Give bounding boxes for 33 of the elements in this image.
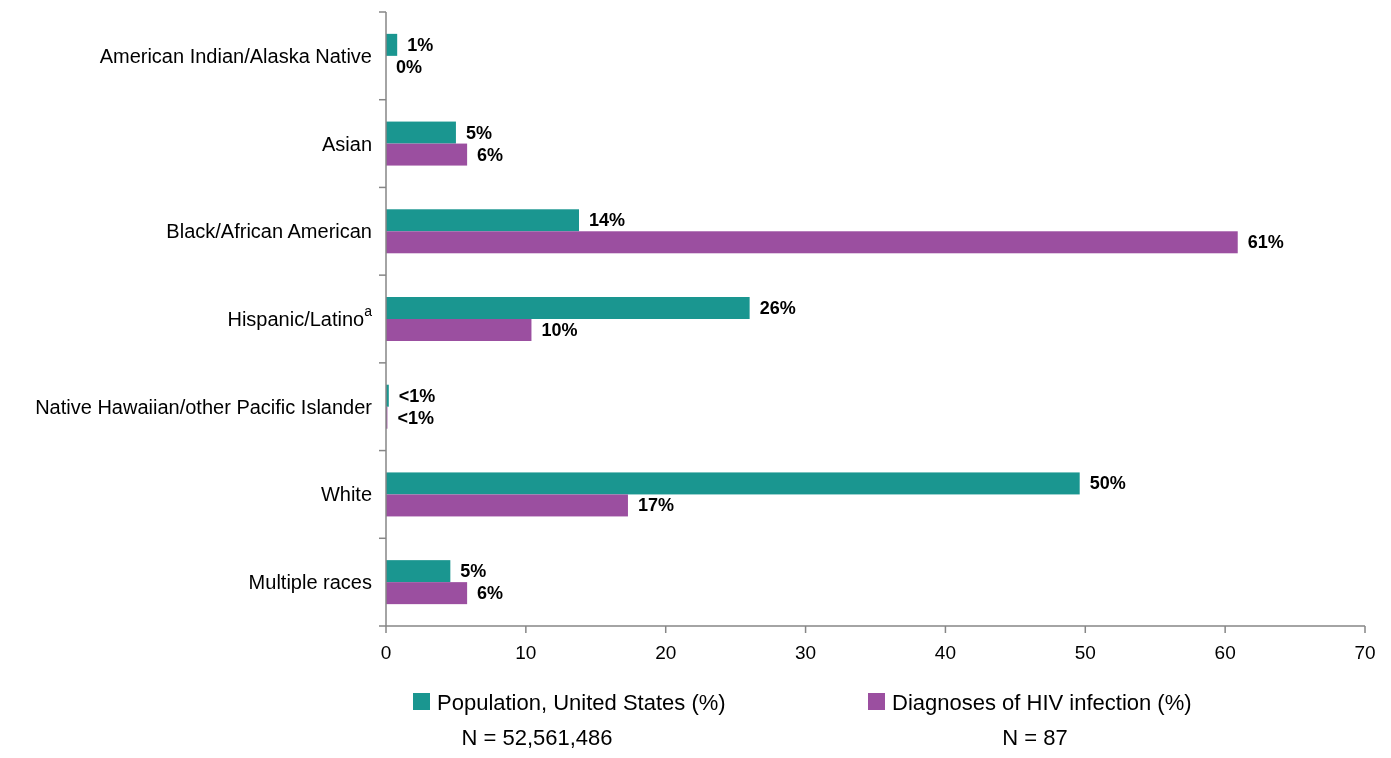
data-label: 1% (407, 34, 434, 55)
text: N = 87 (1002, 725, 1068, 750)
x-tick-label: 10 (515, 642, 537, 663)
y-tick-label: Black/African American (166, 220, 372, 243)
data-label: 6% (477, 583, 504, 604)
legend-label: Population, United States (%) (437, 689, 726, 715)
data-label: <1% (398, 385, 436, 406)
x-tick-label: 0 (380, 642, 392, 663)
x-tick-label: 30 (795, 642, 817, 663)
data-label: 5% (465, 122, 492, 143)
y-tick-label: Asian (321, 132, 372, 155)
data-label: 26% (759, 298, 796, 318)
data-label: 61% (1247, 232, 1284, 253)
y-tick-label: Native Hawaiian/other Pacific Islander (35, 395, 373, 418)
data-label: <1% (397, 407, 434, 428)
x-tick-label: 70 (1354, 642, 1376, 663)
y-tick-label: American Indian/Alaska Native (99, 44, 372, 67)
x-tick-label: 40 (934, 642, 956, 663)
data-label: 0% (396, 56, 423, 77)
legend-label: Diagnoses of HIV infection (%) (892, 689, 1192, 715)
y-tick-label: Multiple races (248, 571, 372, 594)
data-label: 50% (1089, 473, 1126, 494)
text: N = 52,561,486 (461, 725, 613, 750)
y-tick-label: White (320, 483, 372, 506)
data-label: 10% (541, 320, 578, 340)
data-label: 6% (477, 144, 504, 165)
x-tick-label: 60 (1214, 642, 1236, 663)
y-tick-label: Hispanic/Latino$^{a}$ (227, 303, 373, 330)
data-label: 14% (589, 210, 626, 231)
x-tick-label: 20 (655, 642, 677, 663)
data-label: 5% (460, 561, 487, 582)
data-label: 17% (637, 495, 674, 516)
x-tick-label: 50 (1074, 642, 1096, 663)
